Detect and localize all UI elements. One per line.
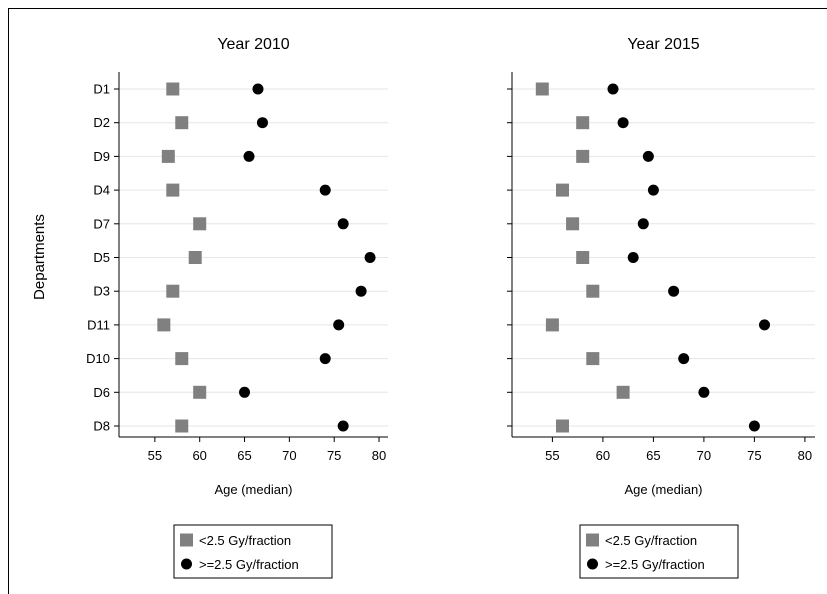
data-point-circle [678,353,690,365]
data-point-circle [698,386,710,398]
data-point-square [193,385,207,399]
chart-panel-1: Year 2010 D1 D2 D9 D4 D7 D5 D3 D11 D10 D6 D8 55 60 65 7… [86,36,388,579]
data-point-circle [759,319,770,331]
data-point-circle [637,218,649,230]
x-tick-label: 70 [282,448,296,463]
data-point-circle [333,319,345,331]
x-axis-title: Age (median) [624,482,702,497]
data-point-square [166,183,180,197]
x-tick-label: 80 [372,448,386,463]
x-tick-label: 60 [596,448,610,463]
legend: <2.5 Gy/fraction >=2.5 Gy/fraction [579,524,739,579]
data-point-circle [256,117,268,129]
data-point-square [586,284,600,298]
x-tick-label: 55 [148,448,162,463]
data-point-circle [607,83,619,95]
data-point-square [188,251,202,264]
data-point-circle [337,218,349,230]
x-tick-label: 65 [237,448,251,463]
x-tick-label: 65 [646,448,660,463]
data-point-square [175,116,189,130]
data-point-square [545,318,559,332]
data-point-square [576,116,590,130]
panel-title: Year 2015 [627,36,699,53]
x-axis-title: Age (median) [214,482,292,497]
data-point-circle [252,83,264,95]
legend-marker-square [586,533,599,547]
data-point-square [576,251,590,264]
legend: <2.5 Gy/fraction >=2.5 Gy/fraction [173,524,333,579]
data-point-square [157,318,171,332]
data-point-square [166,284,180,298]
data-point-circle [364,252,376,263]
legend-marker-circle [587,558,598,570]
data-point-circle [647,184,659,196]
data-point-circle [748,420,760,432]
y-tick-label: D2 [93,115,110,130]
data-point-circle [627,252,639,263]
data-point-square [161,149,175,163]
data-point-circle [319,353,331,365]
legend-label: >=2.5 Gy/fraction [605,557,705,572]
x-tick-label: 60 [192,448,206,463]
legend-box [579,524,739,579]
data-point-circle [355,285,367,297]
data-point-square [556,183,569,197]
y-tick-label: D11 [87,317,110,332]
data-point-circle [642,150,654,162]
figure-frame [8,8,827,594]
data-point-square [175,352,189,366]
legend-label: >=2.5 Gy/fraction [199,557,299,572]
x-tick-label: 70 [697,448,711,463]
legend-marker-circle [181,558,192,570]
y-tick-label: D1 [93,82,110,97]
data-point-square [566,217,580,231]
data-point-square [616,385,630,399]
data-point-square [175,419,189,433]
y-tick-label: D4 [93,183,110,198]
x-tick-label: 55 [545,448,559,463]
legend-box [173,524,333,579]
data-point-circle [243,150,255,162]
y-tick-label: D7 [93,216,110,231]
data-point-square [576,149,590,163]
data-point-circle [319,184,331,196]
data-point-square [193,217,207,231]
data-point-circle [337,420,349,432]
data-point-square [535,82,549,96]
data-point-circle [617,117,629,129]
legend-marker-square [180,533,193,547]
x-tick-label: 75 [747,448,761,463]
y-axis-title: Departments [31,214,48,300]
data-point-square [166,82,180,96]
panel-title: Year 2010 [217,36,289,53]
y-tick-label: D9 [93,149,110,164]
data-point-circle [668,285,680,297]
y-tick-label: D6 [93,385,110,400]
data-point-square [586,352,600,366]
y-tick-label: D3 [93,284,110,299]
data-point-circle [239,386,251,398]
chart-panel-2: Year 2015 55 60 65 70 75 80 Age (median) <2.5 Gy… [507,36,815,579]
y-tick-label: D10 [86,351,110,366]
x-tick-label: 80 [798,448,812,463]
data-point-square [556,419,569,433]
x-tick-label: 75 [327,448,341,463]
legend-label: <2.5 Gy/fraction [199,533,291,548]
y-tick-label: D8 [93,419,110,434]
y-tick-label: D5 [93,250,110,265]
legend-label: <2.5 Gy/fraction [605,533,697,548]
